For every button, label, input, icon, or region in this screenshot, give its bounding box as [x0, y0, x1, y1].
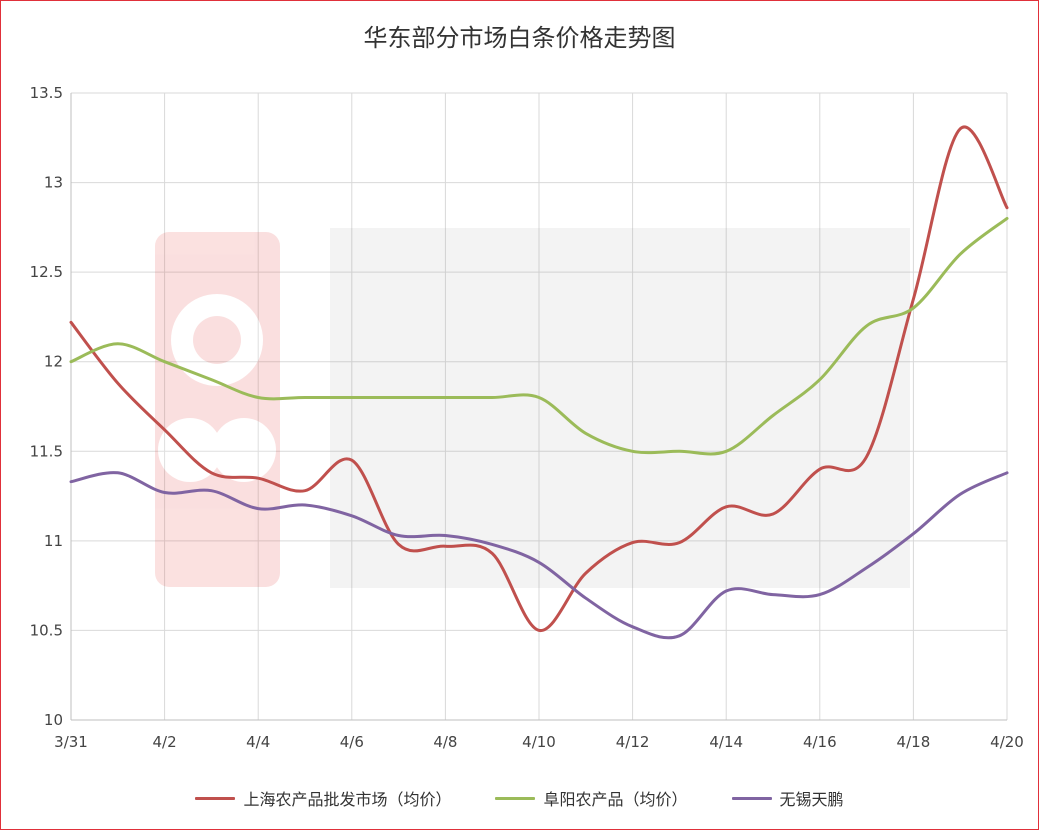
x-tick-label: 4/2: [153, 733, 177, 751]
x-tick-label: 4/18: [897, 733, 931, 751]
x-tick-label: 4/4: [246, 733, 270, 751]
x-tick-label: 4/16: [803, 733, 837, 751]
y-tick-label: 10.5: [30, 621, 63, 639]
y-tick-label: 13: [44, 174, 63, 192]
y-tick-label: 10: [44, 711, 63, 729]
chart-title: 华东部分市场白条价格走势图: [363, 24, 676, 52]
legend-label: 上海农产品批发市场（均价）: [243, 790, 452, 809]
x-tick-label: 4/10: [522, 733, 556, 751]
legend-label: 阜阳农产品（均价）: [543, 790, 688, 809]
series-line-2: [69, 471, 1009, 640]
legend-item-2: 无锡天鹏: [731, 786, 844, 810]
x-tick-label: 4/6: [340, 733, 364, 751]
series-line-0: [69, 125, 1009, 632]
x-tick-label: 4/12: [616, 733, 650, 751]
series-layer: [69, 125, 1009, 640]
series-line-1: [69, 216, 1009, 456]
axis-layer: 10 10.5 11 11.5 12 12.5 13 13.5 3/31 4/2 4/4 4/6 4/8…: [30, 84, 1024, 751]
y-tick-label: 11: [44, 532, 63, 550]
legend-item-0: 上海农产品批发市场（均价）: [195, 786, 451, 810]
watermark-logo: [155, 228, 910, 588]
grid-layer: [70, 92, 1008, 721]
legend: 上海农产品批发市场（均价） 阜阳农产品（均价） 无锡天鹏: [0, 786, 1039, 810]
x-tick-label: 4/8: [433, 733, 457, 751]
legend-swatch: [495, 796, 536, 800]
legend-item-1: 阜阳农产品（均价）: [495, 786, 688, 810]
legend-swatch: [195, 796, 236, 800]
legend-swatch: [731, 796, 772, 800]
y-tick-label: 11.5: [30, 442, 63, 460]
y-tick-label: 12: [44, 353, 63, 371]
legend-label: 无锡天鹏: [779, 790, 844, 809]
x-tick-label: 4/14: [709, 733, 743, 751]
y-tick-label: 12.5: [30, 263, 63, 281]
y-tick-label: 13.5: [30, 84, 63, 102]
x-tick-label: 3/31: [54, 733, 88, 751]
x-tick-label: 4/20: [990, 733, 1024, 751]
